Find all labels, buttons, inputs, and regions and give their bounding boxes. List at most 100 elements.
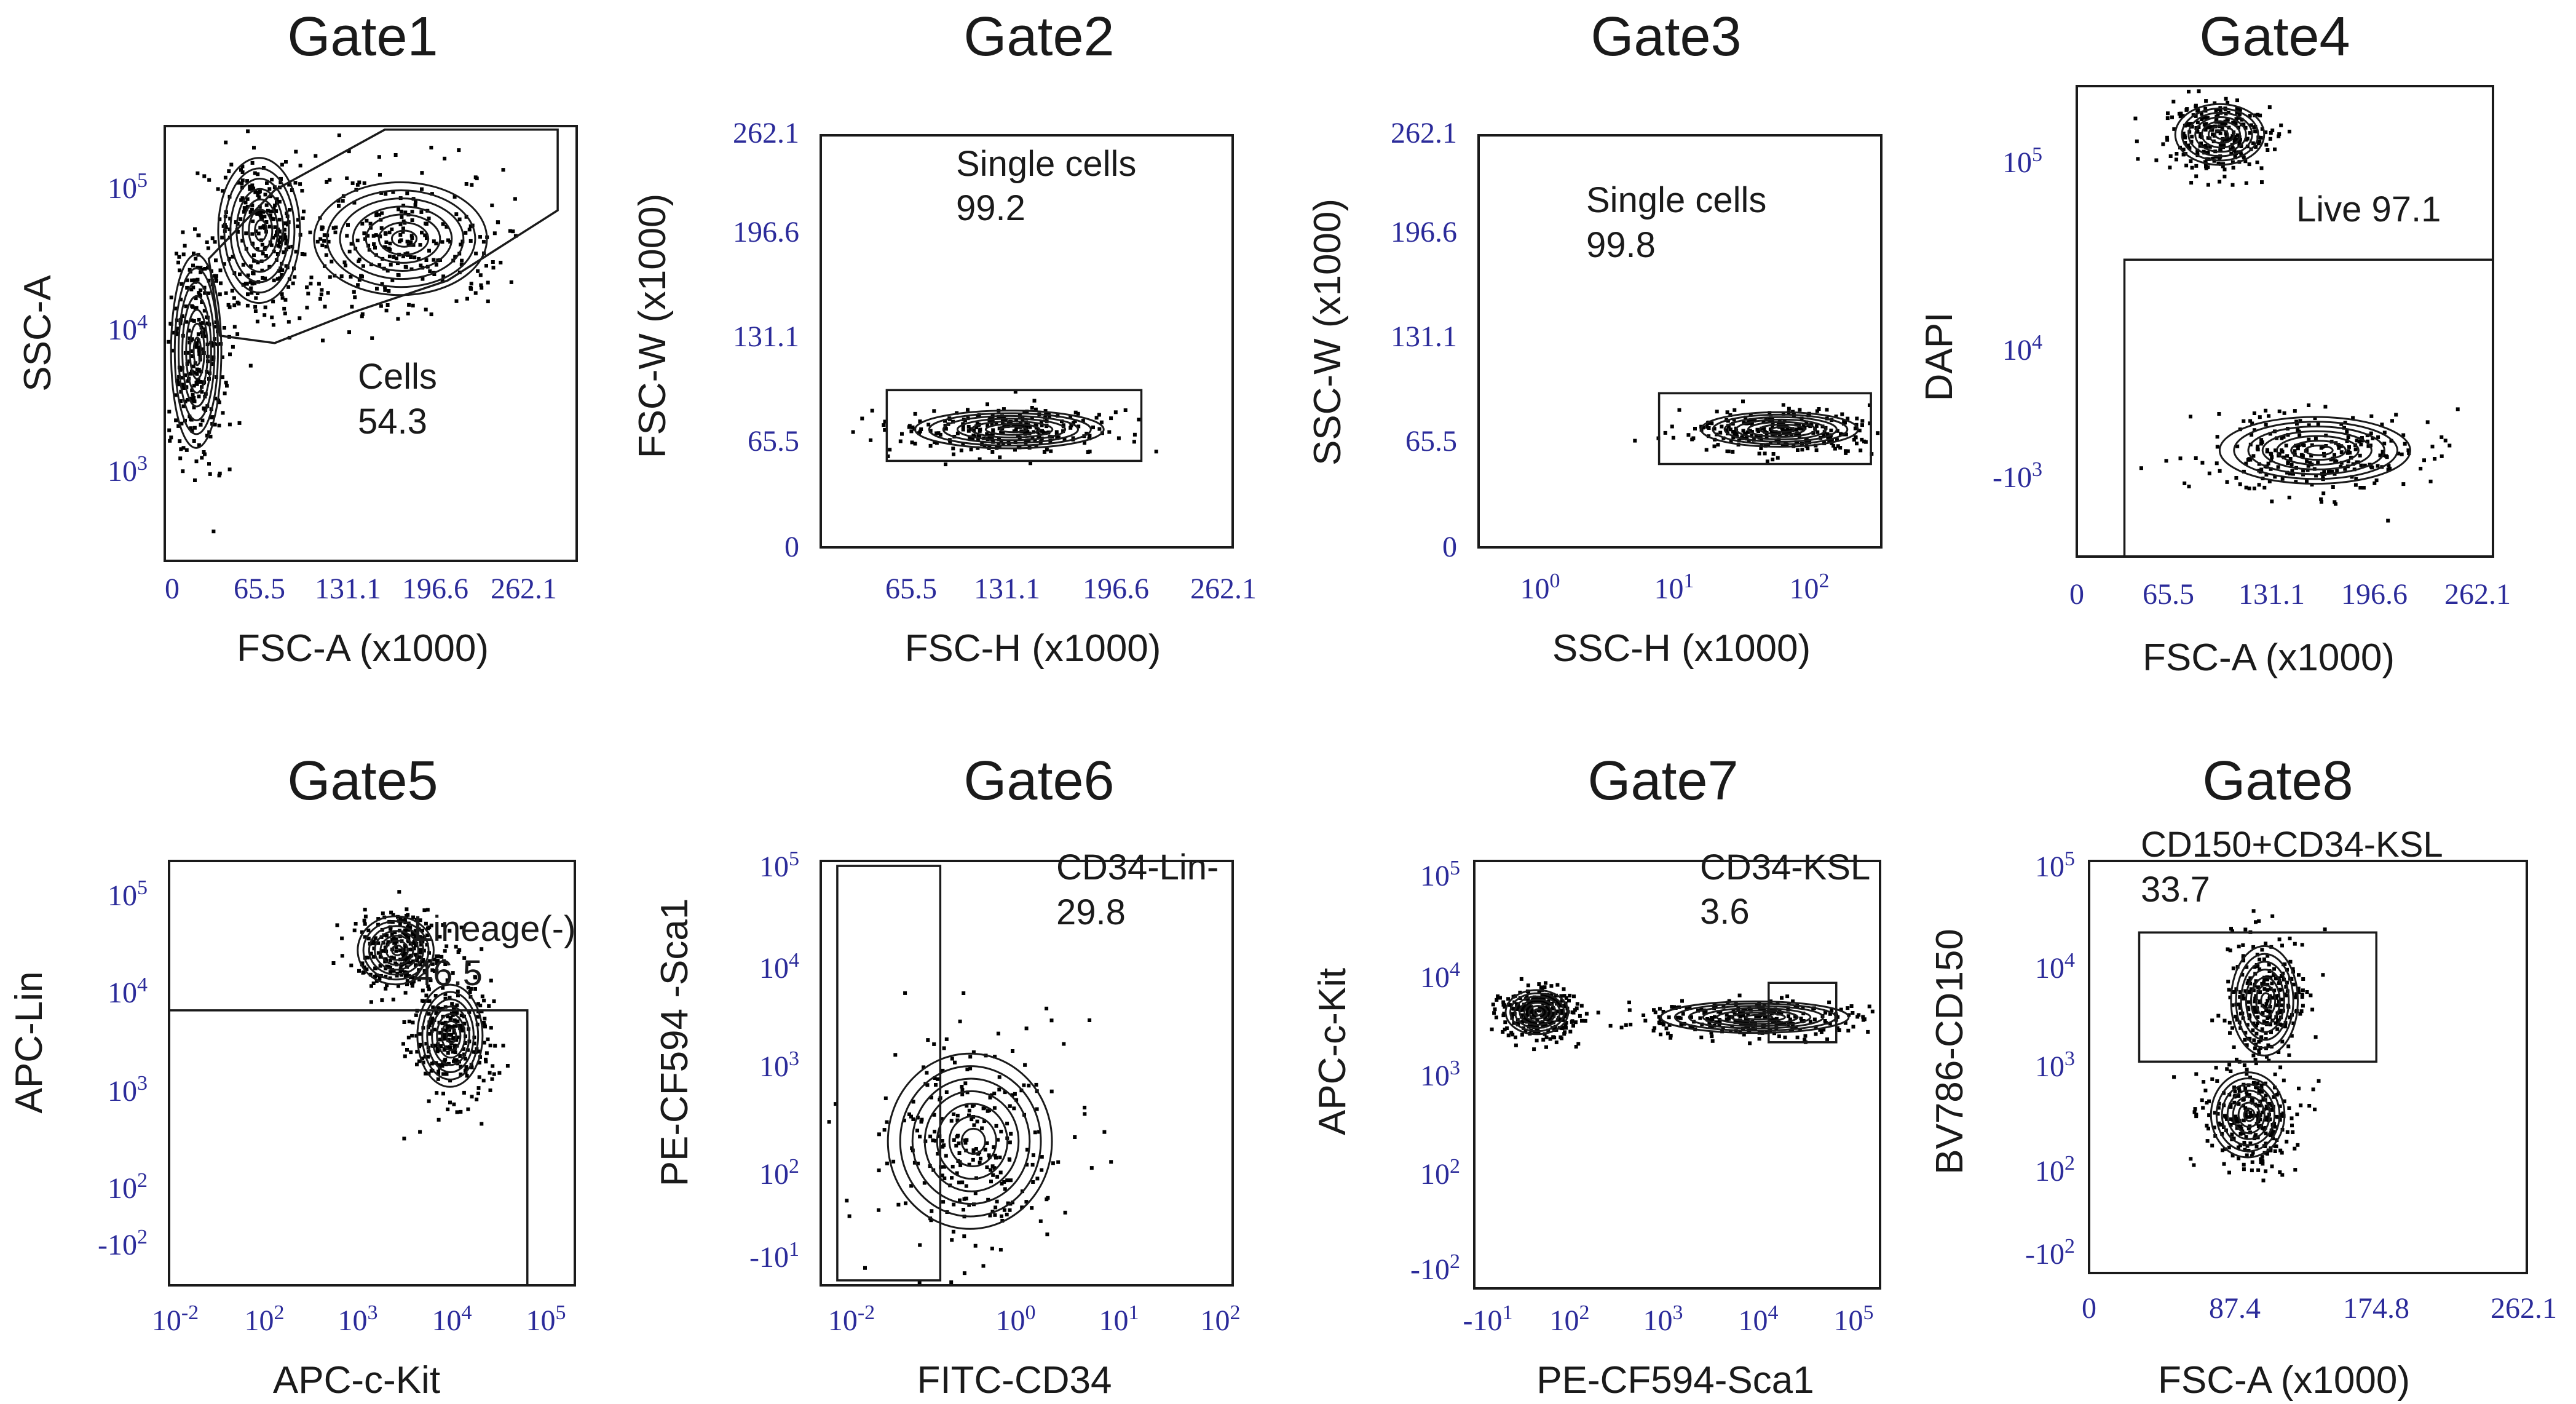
event-dot <box>441 1092 445 1096</box>
event-dot <box>2227 1170 2231 1175</box>
event-dot <box>925 1071 929 1075</box>
event-dot <box>190 388 194 392</box>
event-dot <box>2253 1046 2257 1050</box>
event-dot <box>192 426 197 430</box>
event-dot <box>301 216 305 220</box>
event-dot <box>2238 1132 2243 1136</box>
event-dot <box>860 416 864 421</box>
event-dot <box>373 966 377 970</box>
event-dot <box>415 1050 419 1054</box>
event-dot <box>453 1050 457 1055</box>
event-dot <box>413 203 417 207</box>
event-dot <box>2264 1002 2269 1006</box>
event-dot <box>432 969 437 973</box>
event-dot <box>2334 502 2337 506</box>
event-dot <box>1815 430 1820 434</box>
event-dot <box>1771 1017 1776 1021</box>
event-dot <box>1023 1063 1027 1067</box>
event-dot <box>224 381 228 385</box>
event-dot <box>278 276 282 280</box>
event-dot <box>2401 433 2406 437</box>
event-dot <box>431 1005 435 1009</box>
event-dot <box>1860 423 1864 427</box>
event-dot <box>218 268 223 272</box>
event-dot <box>2232 1136 2236 1141</box>
event-dot <box>384 974 388 978</box>
event-dot <box>1564 1026 1568 1030</box>
event-dot <box>986 424 990 427</box>
event-dot <box>459 1065 463 1069</box>
event-dot <box>916 1161 920 1165</box>
event-dot <box>255 247 259 251</box>
event-dot <box>2366 444 2371 448</box>
event-dot <box>398 948 402 953</box>
event-dot <box>253 171 257 175</box>
panel-title: Gate5 <box>287 750 438 812</box>
event-dot <box>227 256 231 261</box>
event-dot <box>1866 1029 1870 1034</box>
event-dot <box>216 187 220 191</box>
plot-frame <box>168 860 576 1287</box>
event-dot <box>930 1209 934 1213</box>
event-dot <box>2280 1023 2284 1027</box>
event-dot <box>196 277 200 282</box>
event-dot <box>483 1025 487 1029</box>
event-dot <box>2232 1045 2236 1049</box>
event-dot <box>366 234 370 238</box>
event-dot <box>993 1213 997 1217</box>
event-dot <box>1045 1006 1049 1010</box>
event-dot <box>1844 449 1847 453</box>
event-dot <box>284 160 288 164</box>
event-dot <box>2256 113 2260 117</box>
density-contour <box>217 157 301 304</box>
event-dot <box>2242 1131 2246 1135</box>
event-dot <box>480 1122 484 1126</box>
y-tick-label: 102 <box>759 1155 799 1191</box>
event-dot <box>1034 1082 1038 1087</box>
event-dot <box>2254 1010 2258 1014</box>
event-dot <box>209 415 213 419</box>
event-dot <box>1013 390 1017 394</box>
event-dot <box>1039 420 1043 424</box>
event-dot <box>1814 424 1819 428</box>
event-dot <box>2294 992 2298 996</box>
event-dot <box>949 1119 954 1123</box>
event-dot <box>455 1003 459 1007</box>
event-dot <box>388 970 392 974</box>
event-dot <box>2218 131 2222 135</box>
event-dot <box>280 292 284 296</box>
event-dot <box>2321 491 2326 496</box>
event-dot <box>1835 429 1839 433</box>
event-dot <box>211 529 216 534</box>
event-dot <box>191 392 195 397</box>
event-dot <box>366 956 370 960</box>
event-dot <box>1083 1112 1087 1116</box>
event-dot <box>1536 1008 1541 1012</box>
event-dot <box>2327 469 2331 473</box>
event-dot <box>401 1042 405 1046</box>
event-dot <box>448 1046 452 1050</box>
event-dot <box>962 1234 966 1239</box>
event-dot <box>280 273 284 277</box>
event-dot <box>384 240 389 244</box>
event-dot <box>2370 466 2374 470</box>
event-dot <box>393 937 397 942</box>
event-dot <box>321 338 325 343</box>
event-dot <box>1686 433 1691 437</box>
event-dot <box>1002 1180 1006 1184</box>
plot-area <box>1477 134 1883 549</box>
event-dot <box>291 281 295 285</box>
event-dot <box>192 278 197 282</box>
event-dot <box>2251 1098 2254 1103</box>
event-dot <box>237 421 242 425</box>
event-dot <box>1836 444 1840 448</box>
event-dot <box>467 228 472 232</box>
event-dot <box>463 1041 467 1045</box>
event-dot <box>435 1047 440 1050</box>
event-dot <box>2222 1018 2227 1023</box>
event-dot <box>1725 428 1729 432</box>
event-dot <box>1091 425 1095 429</box>
event-dot <box>337 133 341 138</box>
event-dot <box>383 285 387 289</box>
event-dot <box>1491 1002 1495 1007</box>
